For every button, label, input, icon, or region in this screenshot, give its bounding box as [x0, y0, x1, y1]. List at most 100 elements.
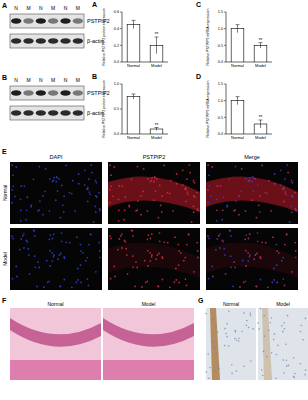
- y-axis-label: Relative PSTPIP2 mRNA expression: [206, 8, 210, 65]
- cell-dot: [288, 365, 290, 367]
- cell-dot: [109, 164, 111, 166]
- cell-dot: [182, 184, 184, 186]
- cell-dot: [159, 185, 161, 187]
- cell-dot: [214, 347, 216, 349]
- cell-dot: [184, 257, 186, 259]
- panel-letter: A: [92, 1, 97, 8]
- cell-dot: [128, 206, 130, 208]
- lane-label: N: [64, 5, 68, 11]
- cell-dot: [219, 185, 221, 187]
- cell-dot: [232, 286, 234, 288]
- cell-dot: [90, 234, 92, 236]
- cell-dot: [49, 210, 51, 212]
- cell-dot: [197, 250, 199, 252]
- cell-dot: [124, 241, 126, 243]
- cell-dot: [39, 200, 41, 202]
- error-line: [260, 43, 261, 48]
- cell-dot: [244, 281, 246, 283]
- cell-dot: [95, 206, 97, 208]
- micrograph: [258, 308, 308, 380]
- cell-dot: [243, 281, 245, 283]
- cell-dot: [217, 331, 219, 333]
- band: [23, 110, 33, 116]
- cell-dot: [137, 166, 139, 168]
- cell-dot: [207, 164, 209, 166]
- cell-dot: [30, 206, 32, 208]
- cell-dot: [110, 278, 112, 280]
- cell-dot: [276, 244, 278, 246]
- cell-dot: [77, 279, 79, 281]
- band: [48, 90, 58, 96]
- micrograph: [108, 228, 200, 290]
- cell-dot: [283, 322, 285, 324]
- figure: ARelative PSTPIP2 protein expression0.00…: [0, 0, 308, 400]
- cell-dot: [268, 330, 270, 332]
- band: [11, 90, 21, 96]
- cell-dot: [278, 252, 280, 254]
- band: [73, 90, 83, 96]
- cell-dot: [188, 164, 190, 166]
- cell-dot: [110, 238, 112, 240]
- cell-dot: [293, 357, 295, 359]
- cell-dot: [252, 177, 254, 179]
- cell-dot: [226, 323, 228, 325]
- band-label: PSTPIP2: [87, 18, 110, 24]
- cell-dot: [245, 178, 247, 180]
- cell-dot: [215, 249, 217, 251]
- cell-dot: [132, 266, 134, 268]
- cell-dot: [42, 195, 44, 197]
- cell-dot: [113, 166, 115, 168]
- error-cap: [236, 24, 240, 25]
- cell-dot: [251, 181, 253, 183]
- y-axis: [122, 12, 123, 62]
- cell-dot: [260, 308, 262, 310]
- cell-dot: [174, 236, 176, 238]
- column-label: PSTPIP2: [143, 154, 166, 160]
- cell-dot: [87, 188, 89, 190]
- micrograph: [10, 162, 102, 224]
- cell-dot: [207, 353, 209, 355]
- cell-dot: [20, 220, 22, 222]
- lane-label: M: [51, 5, 55, 11]
- row-label: Model: [2, 252, 8, 266]
- cell-dot: [247, 181, 249, 183]
- cell-dot: [222, 241, 224, 243]
- error-cap: [132, 94, 136, 95]
- error-line: [156, 128, 157, 131]
- cell-dot: [57, 258, 59, 260]
- cell-dot: [212, 319, 214, 321]
- y-tick-label: 0.0: [218, 132, 223, 136]
- blot-membrane: [10, 34, 84, 48]
- cell-dot: [238, 195, 240, 197]
- tissue: [103, 318, 194, 347]
- cell-dot: [252, 176, 254, 178]
- cell-dot: [223, 248, 225, 250]
- cell-dot: [265, 192, 267, 194]
- lane-label: M: [26, 5, 30, 11]
- cell-dot: [191, 221, 193, 223]
- cell-dot: [172, 210, 174, 212]
- y-tick-label: 0.6: [114, 10, 119, 14]
- cell-dot: [271, 317, 273, 319]
- cell-dot: [135, 210, 137, 212]
- cell-dot: [118, 185, 120, 187]
- cell-dot: [39, 166, 41, 168]
- cell-dot: [241, 331, 243, 333]
- cell-dot: [222, 209, 224, 211]
- band: [36, 18, 46, 24]
- error-cap: [236, 96, 240, 97]
- cell-dot: [37, 261, 39, 263]
- cell-dot: [169, 193, 171, 195]
- cell-dot: [65, 241, 67, 243]
- micrograph: [206, 228, 298, 290]
- cell-dot: [208, 185, 210, 187]
- cell-dot: [182, 169, 184, 171]
- cell-dot: [271, 352, 273, 354]
- cell-dot: [175, 268, 177, 270]
- cell-dot: [185, 188, 187, 190]
- cell-dot: [163, 241, 165, 243]
- panel-letter: D: [196, 73, 201, 80]
- cell-dot: [251, 199, 253, 201]
- cell-dot: [155, 258, 157, 260]
- cell-dot: [34, 266, 36, 268]
